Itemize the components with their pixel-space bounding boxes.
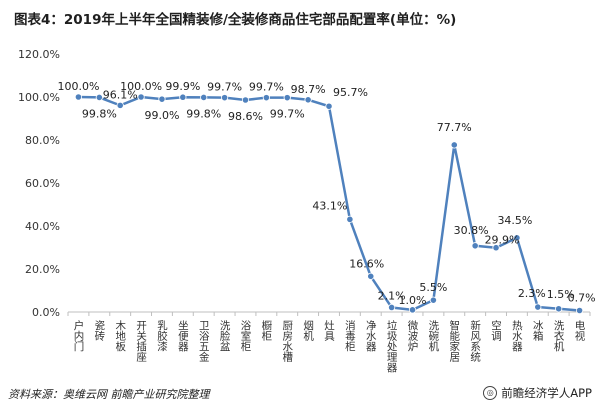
x-tick-label: 空调	[490, 319, 502, 342]
data-label: 99.9%	[165, 80, 200, 93]
data-point	[450, 141, 458, 149]
data-label: 1.0%	[399, 294, 427, 307]
data-point	[158, 95, 166, 103]
data-label: 2.1%	[378, 289, 406, 302]
data-label: 34.5%	[497, 214, 532, 227]
x-tick-label: 卫浴五金	[198, 320, 210, 362]
x-tick-label: 垃圾处理器	[386, 319, 398, 373]
x-tick-label: 智能家居	[448, 319, 460, 363]
data-label: 2.3%	[518, 287, 546, 300]
data-label: 99.8%	[186, 107, 221, 120]
x-tick-label: 户内门	[72, 319, 84, 352]
data-label: 43.1%	[312, 199, 347, 212]
x-tick-label: 烟机	[302, 319, 314, 342]
data-point	[575, 306, 584, 315]
data-point	[95, 93, 103, 102]
x-tick-label: 洗碗机	[427, 320, 439, 352]
x-tick-label: 洗脸盆	[219, 320, 231, 352]
data-point	[388, 303, 396, 312]
y-tick-label: 0.0%	[32, 306, 60, 319]
x-tick-label: 灶具	[323, 319, 335, 342]
x-tick-label: 厨房水槽	[281, 320, 293, 363]
x-tick-label: 乳胶漆	[156, 319, 168, 351]
brand-label: ◎ 前瞻经济学人APP	[483, 385, 592, 401]
x-tick-label: 电视	[574, 319, 586, 342]
data-point	[367, 272, 375, 280]
data-point	[325, 102, 333, 110]
data-label: 77.7%	[437, 121, 472, 134]
data-label: 100.0%	[120, 80, 162, 93]
data-point	[555, 305, 563, 313]
data-label: 30.8%	[454, 224, 489, 237]
data-label: 99.0%	[144, 109, 179, 122]
data-label: 99.7%	[270, 108, 305, 121]
x-tick-label: 新风系统	[469, 319, 481, 362]
y-tick-label: 20.0%	[25, 263, 60, 276]
data-label: 99.7%	[207, 81, 242, 94]
y-tick-label: 60.0%	[25, 177, 60, 190]
data-point	[513, 234, 521, 242]
data-point	[471, 242, 479, 250]
data-label: 1.5%	[547, 288, 575, 301]
data-point	[262, 94, 270, 102]
data-label: 100.0%	[57, 80, 99, 93]
x-tick-label: 浴室柜	[239, 320, 251, 352]
data-point	[116, 101, 124, 109]
data-label: 98.6%	[228, 110, 263, 123]
y-tick-label: 40.0%	[25, 220, 60, 233]
x-tick-label: 热水器	[511, 319, 523, 352]
x-tick-label: 坐便器	[177, 320, 189, 352]
x-tick-label: 瓷砖	[93, 319, 105, 342]
data-label: 5.5%	[419, 281, 447, 294]
data-point	[241, 96, 250, 104]
x-tick-label: 开关插座	[135, 320, 147, 362]
data-label: 0.7%	[568, 291, 596, 304]
brand-logo-icon: ◎	[483, 386, 498, 400]
x-tick-label: 冰箱	[532, 319, 544, 342]
y-tick-label: 100.0%	[18, 91, 60, 104]
data-point	[283, 94, 291, 102]
x-tick-label: 消毒柜	[344, 319, 356, 352]
data-point	[200, 93, 208, 102]
data-point	[534, 303, 542, 311]
data-label: 16.6%	[349, 257, 384, 270]
data-label: 99.7%	[249, 81, 284, 94]
data-point	[179, 93, 187, 101]
data-point	[492, 244, 500, 252]
data-label: 99.8%	[82, 107, 117, 120]
data-label: 29.9%	[485, 234, 520, 247]
data-point	[408, 306, 417, 314]
source-note: 资料来源：奥维云网 前瞻产业研究院整理	[8, 388, 210, 401]
data-point	[429, 296, 437, 304]
data-point	[74, 93, 83, 101]
data-point	[304, 96, 312, 104]
x-tick-label: 木地板	[114, 320, 126, 352]
x-tick-label: 橱柜	[260, 319, 272, 342]
chart-title: 图表4：2019年上半年全国精装修/全装修商品住宅部品配置率(单位：%)	[14, 12, 457, 28]
data-label: 98.7%	[291, 83, 326, 96]
data-label: 96.1%	[103, 88, 138, 101]
data-label: 95.7%	[333, 86, 368, 99]
x-tick-label: 微波炉	[407, 319, 419, 352]
y-tick-label: 80.0%	[25, 134, 60, 147]
data-point	[346, 215, 354, 223]
data-point	[221, 94, 229, 102]
x-tick-label: 净水器	[365, 319, 377, 352]
data-point	[137, 93, 145, 101]
brand-text: 前瞻经济学人APP	[501, 386, 592, 400]
x-tick-label: 洗衣机	[553, 320, 565, 352]
y-tick-label: 120.0%	[18, 48, 60, 61]
